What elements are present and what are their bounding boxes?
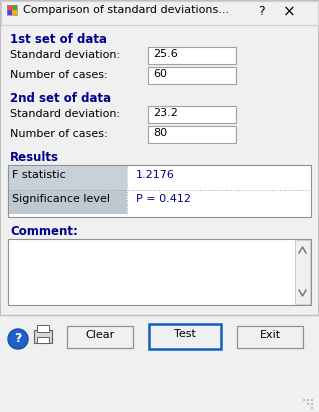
- Bar: [7, 5, 17, 15]
- Bar: [67, 326, 133, 348]
- Text: ×: ×: [283, 4, 296, 19]
- Text: Number of cases:: Number of cases:: [10, 70, 108, 80]
- Bar: [8, 239, 311, 305]
- Text: 23.2: 23.2: [153, 108, 178, 118]
- Text: ?: ?: [14, 332, 22, 345]
- Circle shape: [8, 329, 28, 349]
- Text: Clear: Clear: [85, 330, 115, 340]
- Bar: [37, 325, 49, 332]
- Text: Exit: Exit: [259, 330, 281, 340]
- Text: 80: 80: [153, 128, 167, 138]
- Text: Results: Results: [10, 151, 59, 164]
- Bar: [9, 190, 127, 214]
- Text: 2nd set of data: 2nd set of data: [10, 92, 111, 105]
- Text: Standard deviation:: Standard deviation:: [10, 50, 120, 60]
- Bar: [148, 47, 236, 64]
- Bar: [34, 330, 52, 343]
- Circle shape: [311, 399, 313, 401]
- Bar: [7, 10, 12, 15]
- Text: 25.6: 25.6: [153, 49, 178, 59]
- Bar: [148, 67, 236, 84]
- Bar: [7, 5, 12, 10]
- Bar: [149, 324, 221, 349]
- Bar: [1, 1, 318, 25]
- Text: Number of cases:: Number of cases:: [10, 129, 108, 139]
- Text: 1.2176: 1.2176: [136, 170, 175, 180]
- Bar: [12, 10, 17, 15]
- Text: Significance level: Significance level: [12, 194, 110, 204]
- Text: P = 0.412: P = 0.412: [136, 194, 191, 204]
- Text: F statistic: F statistic: [12, 170, 66, 180]
- Bar: [148, 126, 236, 143]
- Text: Test: Test: [174, 329, 196, 339]
- Bar: [8, 165, 311, 217]
- Circle shape: [303, 399, 305, 401]
- Text: ?: ?: [258, 5, 265, 18]
- Bar: [12, 5, 17, 10]
- Text: 1st set of data: 1st set of data: [10, 33, 107, 46]
- Circle shape: [307, 403, 309, 405]
- Circle shape: [311, 407, 313, 409]
- Bar: [237, 326, 303, 348]
- Bar: [148, 106, 236, 123]
- Text: Comparison of standard deviations...: Comparison of standard deviations...: [23, 5, 229, 15]
- Bar: [295, 240, 310, 304]
- Circle shape: [307, 399, 309, 401]
- Bar: [37, 337, 49, 343]
- Bar: [9, 166, 127, 190]
- Text: 60: 60: [153, 69, 167, 79]
- Circle shape: [311, 403, 313, 405]
- Text: Comment:: Comment:: [10, 225, 78, 238]
- Text: Standard deviation:: Standard deviation:: [10, 109, 120, 119]
- Bar: [0, 315, 319, 412]
